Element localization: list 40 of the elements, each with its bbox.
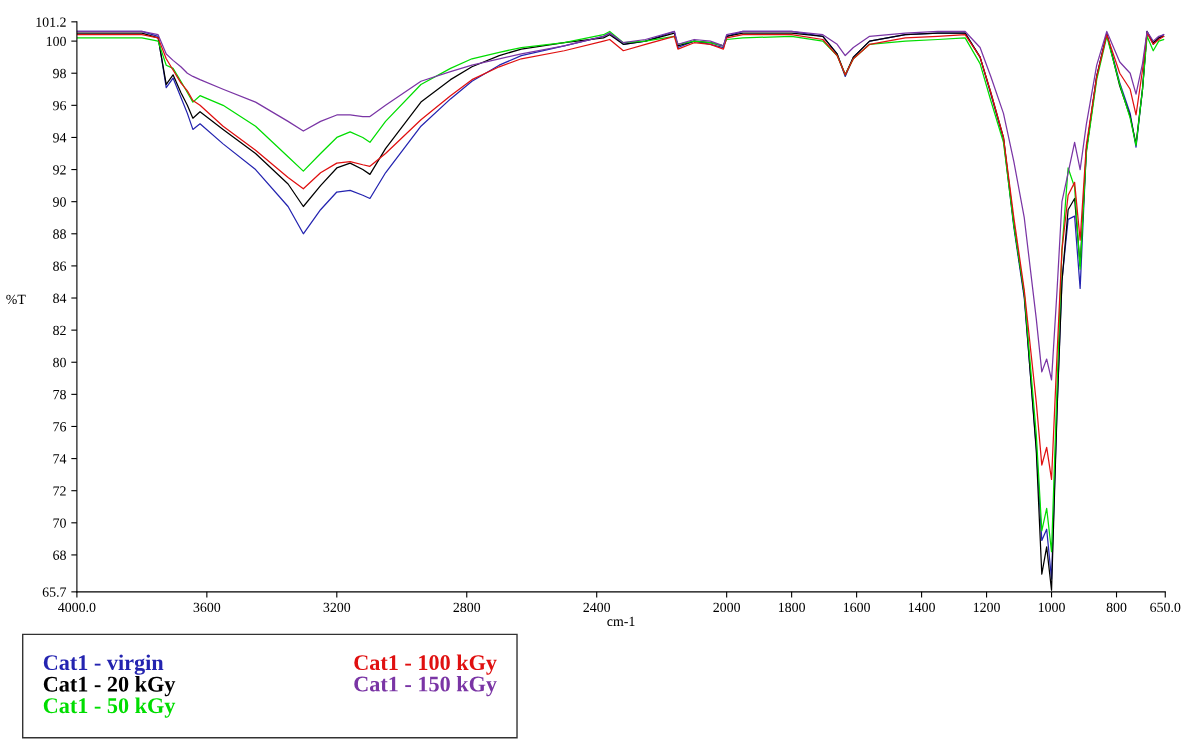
x-tick-label: 3600	[193, 602, 221, 613]
y-tick-label: 72	[53, 486, 66, 496]
x-tick-label: 3200	[323, 602, 351, 613]
y-tick-label: 101.2	[36, 17, 66, 27]
y-tick-label: 76	[53, 422, 67, 432]
y-tick-label: 100	[46, 36, 66, 47]
y-tick-label: 90	[53, 197, 66, 207]
line-series	[76, 30, 1165, 381]
y-tick-label: 80	[53, 357, 66, 368]
y-axis-title: %T	[6, 294, 26, 305]
y-tick-label: 68	[53, 550, 66, 560]
x-tick-label: 4000.0	[58, 602, 96, 613]
text: Cat1 - 50 kGy	[43, 697, 176, 718]
x-tick-label: 650.0	[1150, 602, 1181, 613]
x-axis-title: cm-1	[607, 616, 635, 627]
x-tick-label: 1400	[908, 602, 935, 613]
y-tick-label: 98	[53, 68, 66, 79]
y-tick-label: 84	[53, 293, 67, 303]
y-tick-label: 94	[53, 133, 67, 143]
text: Cat1 - 100 kGy	[354, 654, 497, 675]
y-tick-label: 96	[53, 100, 67, 111]
x-tick-label: 1000	[1038, 602, 1065, 613]
y-tick-label: 88	[53, 229, 66, 239]
x-tick-label: 1200	[973, 602, 1000, 613]
text: Cat1 - 20 kGy	[43, 676, 176, 697]
y-tick-label: 82	[53, 325, 66, 336]
x-tick-label: 2400	[583, 602, 611, 613]
text: Cat1 - virgin	[43, 654, 164, 675]
y-tick-label: 92	[53, 165, 66, 175]
x-tick-label: 1800	[778, 602, 805, 613]
y-tick-label: 74	[53, 454, 67, 464]
x-tick-label: 2800	[453, 602, 481, 613]
y-tick-label: 78	[53, 389, 66, 400]
x-tick-label: 1600	[843, 602, 870, 613]
x-tick-label: 800	[1106, 602, 1127, 613]
text: Cat1 - 150 kGy	[354, 675, 497, 697]
x-tick-label: 2000	[713, 602, 741, 613]
y-tick-label: 70	[53, 518, 66, 528]
y-tick-label: 65.7	[42, 587, 67, 597]
y-tick-label: 86	[53, 261, 67, 271]
